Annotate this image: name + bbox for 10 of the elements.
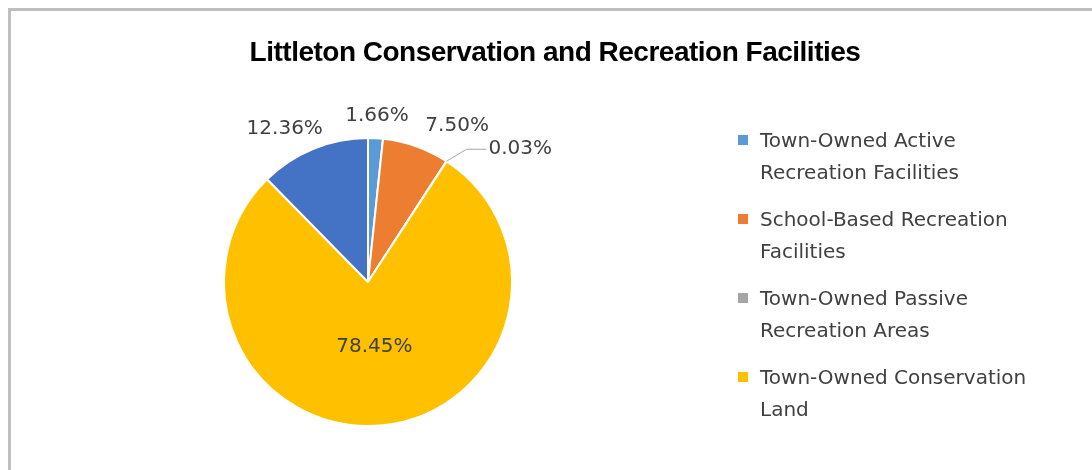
chart-title: Littleton Conservation and Recreation Facilities xyxy=(248,36,862,68)
data-label: 7.50% xyxy=(425,111,489,136)
data-label: 12.36% xyxy=(246,114,323,139)
data-label: 0.03% xyxy=(488,135,553,160)
legend-label: Town-Owned Passive Recreation Areas xyxy=(760,285,969,344)
legend-label: Town-Owned Conservation Land xyxy=(760,364,1028,423)
data-label: 78.45% xyxy=(336,332,413,357)
legend-label: School-Based Recreation Facilities xyxy=(760,206,1009,265)
legend-label: Town-Owned Active Recreation Facilities xyxy=(760,127,961,186)
data-label: 1.66% xyxy=(345,102,409,127)
